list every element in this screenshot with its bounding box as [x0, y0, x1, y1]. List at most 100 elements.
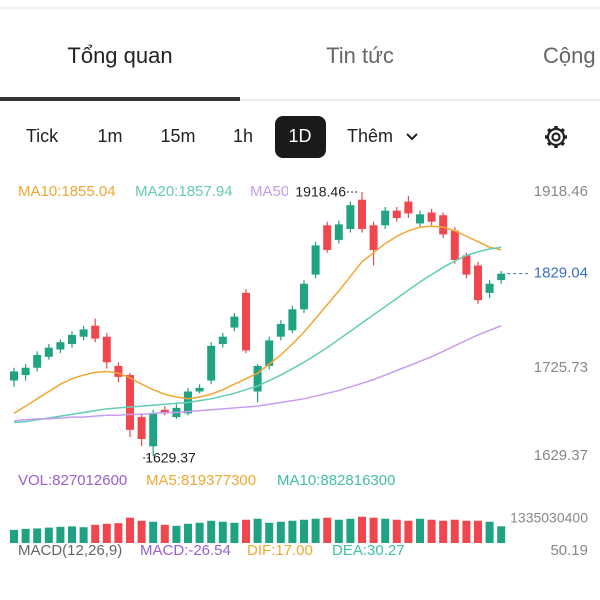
candle-body — [160, 409, 169, 414]
y-tick-label: 1725.73 — [534, 359, 588, 376]
tab[interactable]: Tổng quan — [67, 43, 172, 68]
candle-body — [56, 342, 65, 350]
volume-bar — [497, 526, 506, 543]
volume-bar — [56, 526, 65, 543]
legend-entry: MA10:882816300 — [277, 472, 395, 489]
volume-bar — [392, 519, 401, 543]
gear-ring — [546, 127, 566, 147]
ma-line — [13, 246, 502, 424]
candle-body — [474, 265, 482, 301]
volume-bar — [265, 522, 274, 543]
interval-selected-bg — [275, 116, 326, 158]
volume-bar — [450, 519, 459, 543]
legend-entry: MACD(12,26,9) — [18, 542, 122, 559]
volume-bar — [149, 521, 158, 543]
candle-body — [334, 224, 343, 240]
volume-bar — [195, 522, 204, 543]
volume-bar — [381, 518, 390, 543]
candle-body — [79, 329, 88, 337]
candle-body — [311, 245, 320, 275]
volume-bar — [21, 528, 30, 543]
volume-bar — [79, 527, 88, 543]
candle-body — [485, 283, 494, 293]
candle-body — [416, 214, 424, 224]
interval[interactable]: 15m — [160, 126, 195, 146]
volume-bar — [300, 519, 308, 543]
tab-underline — [0, 97, 240, 101]
y-tick-label: 1335030400 — [510, 510, 588, 526]
candle-body — [114, 365, 123, 377]
volume-bar — [474, 520, 482, 543]
volume-bar — [416, 518, 424, 543]
last-price-label: 1829.04 — [534, 265, 588, 282]
candle-body — [462, 255, 471, 275]
ma-line — [13, 225, 502, 415]
volume-bar — [485, 521, 494, 543]
candle-body — [381, 210, 390, 226]
volume-bar — [358, 516, 366, 543]
y-tick-label: 1629.37 — [534, 447, 588, 464]
high-label: 1918.46 — [295, 184, 346, 200]
candle-body — [427, 212, 436, 222]
volume-bar — [462, 520, 471, 543]
volume-bar — [427, 519, 436, 543]
candle-body — [242, 292, 250, 351]
gear-hub — [551, 132, 561, 142]
volume-bar — [346, 518, 355, 543]
candle-body — [392, 210, 401, 218]
candle-body — [497, 273, 506, 281]
legend-entry: VOL:827012600 — [18, 472, 127, 489]
candle-body — [207, 345, 216, 381]
volume-bar — [207, 520, 216, 543]
y-tick-label: 50.19 — [550, 542, 588, 559]
candle-body — [33, 354, 42, 368]
legend-entry: DIF:17.00 — [247, 542, 313, 559]
candle-body — [68, 334, 76, 345]
more-button[interactable]: Thêm — [347, 126, 393, 146]
interval[interactable]: 1m — [97, 126, 122, 146]
tab[interactable]: Cộng — [543, 43, 596, 68]
volume-bar — [276, 521, 285, 543]
ma-line — [13, 325, 502, 422]
candle-body — [323, 225, 332, 250]
candle-body — [10, 371, 18, 381]
candle-body — [346, 205, 355, 229]
candle-body — [358, 199, 366, 229]
volume-bar — [172, 525, 181, 543]
volume-bar — [137, 520, 146, 543]
volume-bar — [230, 522, 239, 543]
low-label: 1629.37 — [145, 450, 196, 466]
interval[interactable]: Tick — [26, 126, 59, 146]
interval[interactable]: 1h — [233, 126, 253, 146]
candle-body — [137, 417, 146, 439]
volume-bar — [33, 528, 42, 543]
volume-bar — [311, 518, 320, 543]
legend-entry: MA20:1857.94 — [135, 183, 233, 200]
candle-body — [149, 413, 158, 447]
interval[interactable]: 1D — [288, 126, 311, 146]
volume-bar — [44, 527, 53, 543]
candle-body — [300, 283, 308, 310]
volume-bar — [68, 526, 76, 543]
legend-entry: MACD:-26.54 — [140, 542, 231, 559]
candle-body — [253, 365, 262, 392]
volume-bar — [114, 523, 123, 543]
legend-entry: MA5:819377300 — [146, 472, 256, 489]
volume-bar — [102, 523, 111, 543]
volume-bar — [91, 524, 100, 543]
volume-bar — [253, 518, 262, 543]
volume-bar — [160, 524, 169, 543]
candle-body — [21, 367, 30, 376]
candle-body — [404, 201, 413, 214]
chevron-icon — [406, 133, 418, 141]
volume-bar — [334, 519, 343, 543]
tab[interactable]: Tin tức — [326, 43, 394, 68]
volume-bar — [288, 520, 297, 543]
settings-icon[interactable] — [545, 126, 567, 148]
volume-bar — [439, 520, 448, 543]
candle-body — [276, 323, 285, 337]
candle-body — [288, 309, 297, 331]
candle-body — [439, 215, 448, 235]
